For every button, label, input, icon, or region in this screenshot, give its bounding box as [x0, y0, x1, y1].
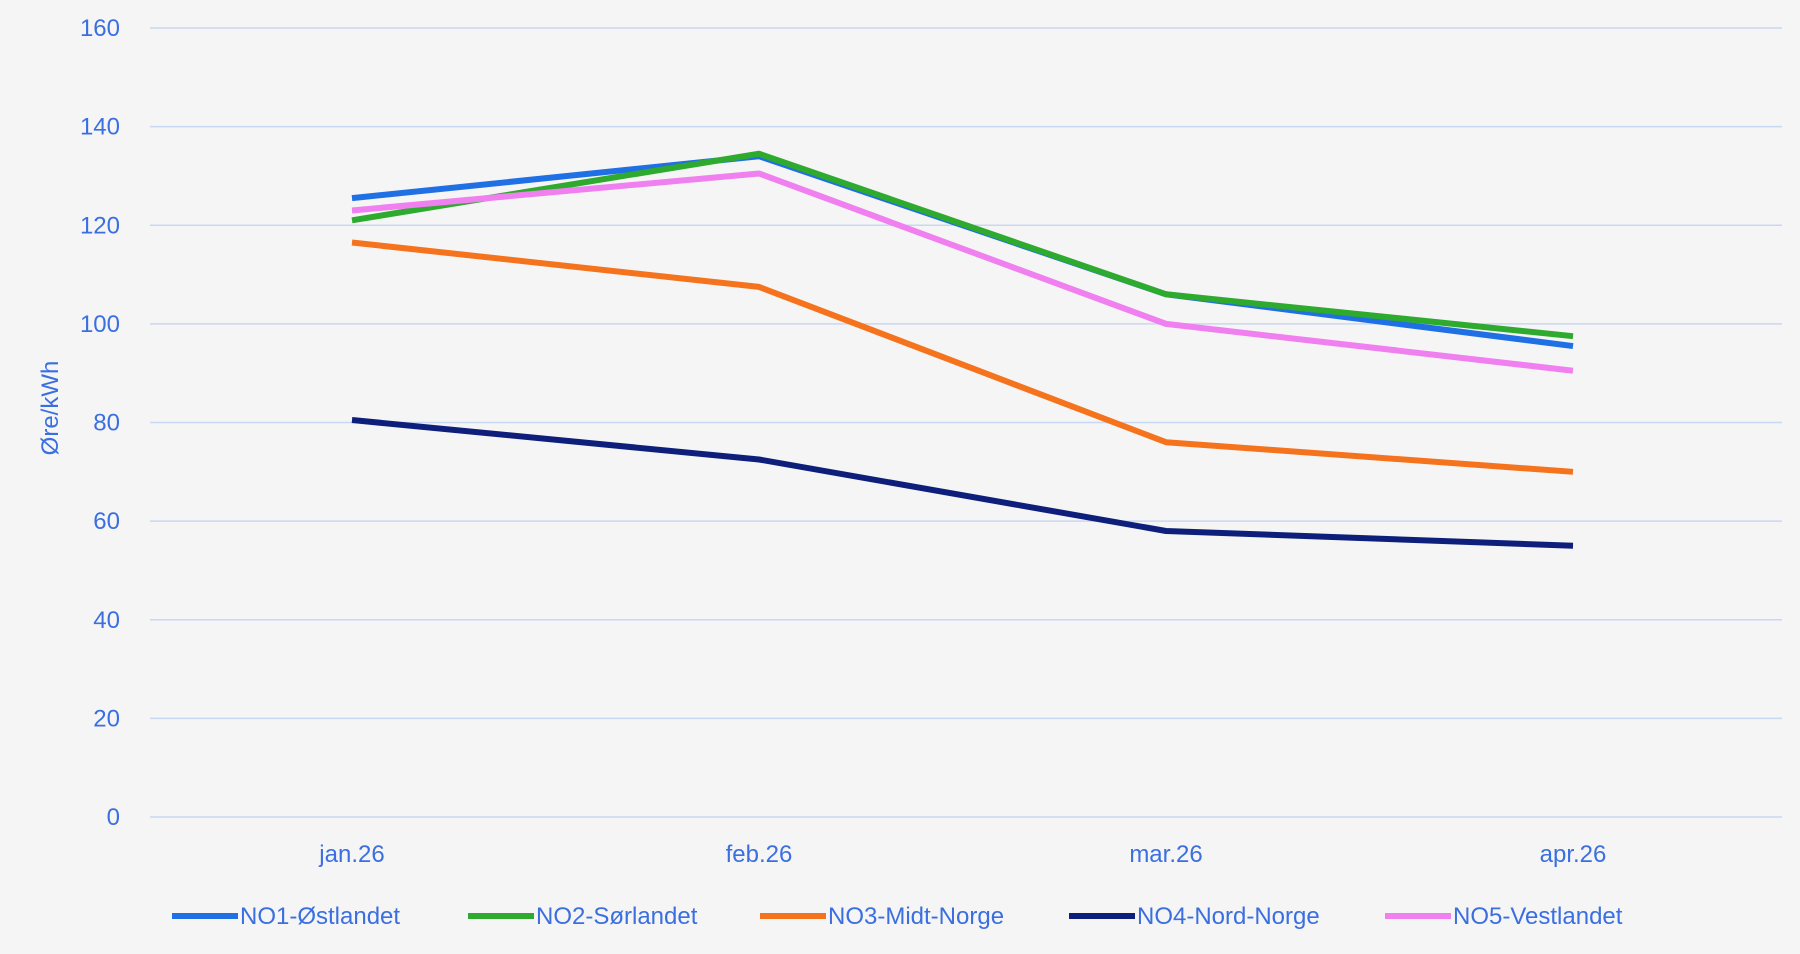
x-tick-label: apr.26 — [1540, 841, 1607, 868]
legend-item-label: NO5-Vestlandet — [1453, 903, 1623, 930]
y-tick-label: 20 — [93, 705, 120, 732]
x-tick-label: jan.26 — [318, 841, 384, 868]
y-tick-label: 100 — [80, 311, 120, 338]
y-axis-title: Øre/kWh — [37, 361, 64, 456]
y-tick-label: 160 — [80, 15, 120, 42]
y-axis-ticks: 0 20 40 60 80 100 120 140 160 — [80, 15, 120, 831]
legend-item-label: NO4-Nord-Norge — [1137, 903, 1320, 930]
legend-item-label: NO2-Sørlandet — [536, 903, 698, 930]
legend-item-label: NO1-Østlandet — [240, 903, 400, 930]
legend-item-label: NO3-Midt-Norge — [828, 903, 1004, 930]
series-line-no5 — [351, 170, 1574, 374]
series-line-no3 — [351, 239, 1574, 475]
y-tick-label: 60 — [93, 508, 120, 535]
y-tick-label: 120 — [80, 212, 120, 239]
x-tick-label: feb.26 — [726, 841, 793, 868]
series-line-no4 — [351, 417, 1574, 549]
y-tick-label: 140 — [80, 114, 120, 141]
gridlines — [150, 27, 1782, 818]
y-tick-label: 80 — [93, 410, 120, 437]
y-tick-label: 40 — [93, 607, 120, 634]
series-lines — [351, 150, 1574, 549]
legend: NO1-Østlandet NO2-Sørlandet NO3-Midt-Norge… — [172, 903, 1623, 930]
y-tick-label: 0 — [107, 804, 120, 831]
series-line-no2 — [351, 150, 1574, 340]
x-tick-label: mar.26 — [1129, 841, 1202, 868]
x-axis-ticks: jan.26 feb.26 mar.26 apr.26 — [318, 841, 1606, 868]
